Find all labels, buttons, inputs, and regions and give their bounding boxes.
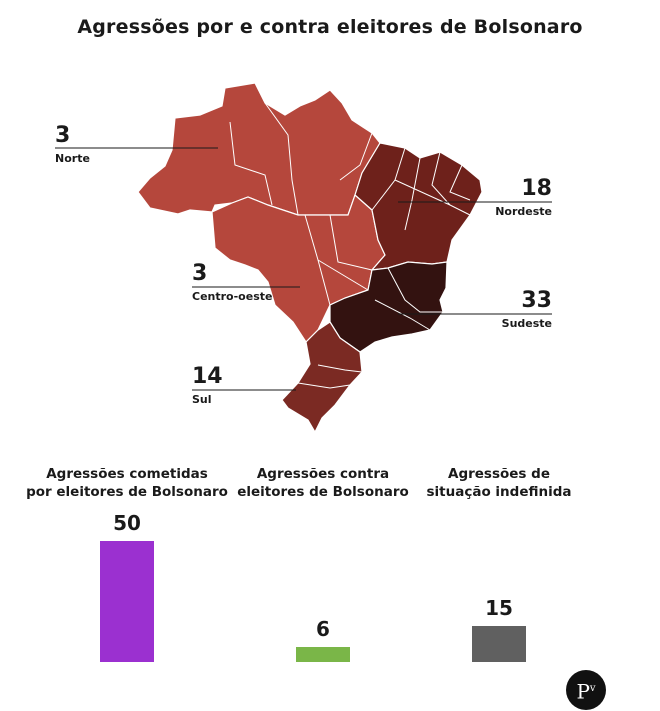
sudeste-name: Sudeste bbox=[501, 317, 552, 330]
bar-value-contra: 6 bbox=[316, 617, 330, 642]
label-sudeste: 33 Sudeste bbox=[452, 289, 552, 331]
state-borders bbox=[229, 102, 471, 389]
label-norte: 3 Norte bbox=[55, 124, 90, 166]
centro-oeste-name: Centro-oeste bbox=[192, 290, 273, 303]
bar-value-indefinida: 15 bbox=[485, 595, 513, 620]
label-nordeste: 18 Nordeste bbox=[452, 177, 552, 219]
brazil-map bbox=[55, 82, 552, 434]
label-centro-oeste: 3 Centro-oeste bbox=[192, 262, 272, 304]
region-norte bbox=[137, 82, 381, 216]
leader-lines bbox=[55, 147, 552, 391]
region-sul bbox=[281, 321, 363, 434]
bar-title-cometidas: Agressões cometidas por eleitores de Bol… bbox=[26, 466, 228, 500]
bar-indefinida bbox=[472, 625, 526, 662]
bar-title-indefinida: Agressões de situação indefinida bbox=[426, 466, 572, 500]
bar-cometidas bbox=[100, 541, 154, 662]
sul-value: 14 bbox=[192, 364, 223, 389]
norte-name: Norte bbox=[55, 152, 90, 165]
bar-value-cometidas: 50 bbox=[113, 511, 141, 535]
norte-value: 3 bbox=[55, 123, 71, 148]
nordeste-value: 18 bbox=[521, 176, 552, 201]
nordeste-name: Nordeste bbox=[495, 205, 552, 218]
bar-contra bbox=[296, 647, 350, 662]
sul-name: Sul bbox=[192, 393, 212, 406]
centro-oeste-value: 3 bbox=[192, 261, 208, 286]
publisher-logo-icon: Pv bbox=[566, 670, 606, 710]
page-title: Agressões por e contra eleitores de Bols… bbox=[77, 16, 583, 38]
sudeste-value: 33 bbox=[521, 288, 552, 313]
label-sul: 14 Sul bbox=[192, 365, 223, 407]
bar-title-contra: Agressões contra eleitores de Bolsonaro bbox=[237, 466, 409, 500]
